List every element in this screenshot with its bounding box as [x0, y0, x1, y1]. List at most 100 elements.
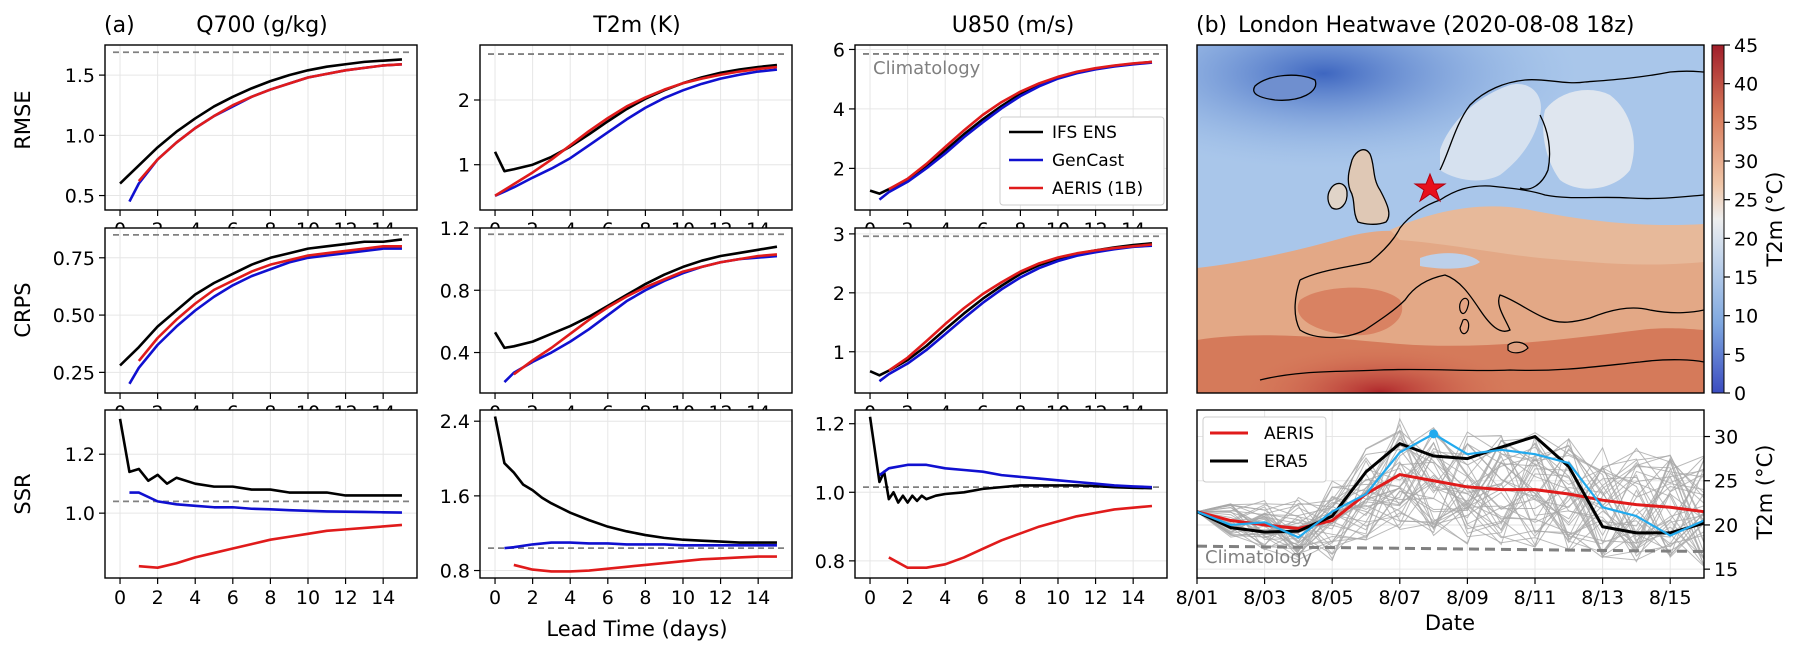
map-ireland [1327, 182, 1348, 210]
map-finland-land [1543, 90, 1634, 189]
x-tick-label: 8/11 [1514, 587, 1557, 609]
x-tick-label: 10 [1046, 587, 1070, 609]
x-tick-label: 4 [939, 587, 951, 609]
map-corsica-sardinia [1459, 297, 1470, 335]
ensemble-member-line [1196, 431, 1705, 568]
colorbar [1711, 44, 1725, 394]
series-line-aeris [494, 65, 778, 197]
plot-area [480, 228, 792, 393]
ensemble-member-line [1196, 438, 1705, 558]
map-iceland [1253, 74, 1317, 101]
series-line-aeris [513, 253, 778, 376]
axes-frame [104, 44, 418, 211]
title-t2m: T2m (K) [592, 13, 680, 38]
x-tick-label: 8/03 [1243, 587, 1286, 609]
series-line-gencast [129, 491, 402, 514]
climatology-line [1196, 544, 1705, 553]
series-line-aeris [138, 523, 403, 569]
y-tick-label: 1.0 [65, 125, 95, 147]
series-line-ifs [1196, 435, 1705, 535]
y-tick-label: 1 [833, 342, 845, 364]
y-tick-label: 0.8 [440, 280, 470, 302]
x-tick-label: 12 [333, 587, 357, 609]
x-tick-label: 10 [671, 587, 695, 609]
colorbar-tick-label: 0 [1734, 383, 1746, 405]
x-tick-label: 2 [152, 587, 164, 609]
x-tick-label: 8/01 [1176, 587, 1219, 609]
forecast-init-marker [1429, 429, 1439, 439]
title-u850: U850 (m/s) [952, 13, 1075, 38]
map-coastline-continent [1259, 185, 1704, 381]
legend-label-era5: ERA5 [1264, 452, 1308, 472]
series-line-ifs [119, 58, 403, 185]
europe-t2m-map [1197, 45, 1704, 393]
map-europe-land [1390, 206, 1704, 265]
axes-frame [104, 409, 418, 579]
y-tick-label: 1.0 [815, 482, 845, 504]
x-tick-label: 8/07 [1378, 587, 1421, 609]
x-tick-label: 6 [602, 587, 614, 609]
y-tick-label: 3 [833, 224, 845, 246]
y-tick-label: 2.4 [440, 411, 470, 433]
series-line-aeris [888, 504, 1153, 570]
y-tick-label: 20 [1714, 515, 1738, 537]
x-tick-label: 8 [1014, 587, 1026, 609]
series-line-ifs [493, 63, 778, 173]
series-line-aeris [137, 245, 402, 362]
y-tick-label: 1.2 [815, 414, 845, 436]
map-alps-cool [1420, 253, 1480, 269]
series-line-ifs [119, 238, 403, 367]
ylabel-t2m-heatwave: T2m (°C) [1753, 445, 1777, 541]
y-tick-label: 1.2 [65, 444, 95, 466]
axes-frame [854, 44, 1168, 211]
colorbar-tick-label: 15 [1734, 267, 1758, 289]
colorbar-tick-label: 10 [1734, 306, 1758, 328]
y-tick-label: 30 [1714, 427, 1738, 449]
plot-area [105, 228, 417, 393]
ensemble-member-line [1196, 461, 1705, 561]
y-tick-label: 25 [1714, 471, 1738, 493]
colorbar-tick-label: 45 [1734, 35, 1758, 57]
x-tick-label: 12 [708, 587, 732, 609]
colorbar-tick-label: 40 [1734, 74, 1758, 96]
series-line-aeris [888, 60, 1153, 191]
y-tick-label: 1 [458, 155, 470, 177]
colorbar-tick-label: 20 [1734, 228, 1758, 250]
legend-heatwave: AERIS ERA5 [1202, 416, 1327, 483]
x-tick-label: 8/15 [1649, 587, 1692, 609]
x-tick-label: 0 [489, 587, 501, 609]
colorbar-label: T2m (°C) [1763, 172, 1787, 268]
y-tick-label: 0.5 [65, 186, 95, 208]
legend-label-gencast: GenCast [1052, 151, 1125, 171]
y-tick-label: 1.0 [65, 503, 95, 525]
y-tick-label: 2 [833, 158, 845, 180]
plot-area [480, 410, 792, 578]
series-line-gencast [878, 244, 1153, 383]
y-tick-label: 4 [833, 99, 845, 121]
ylabel-crps: CRPS [11, 282, 35, 337]
x-tick-label: 2 [902, 587, 914, 609]
y-tick-label: 0.8 [440, 561, 470, 583]
series-line-gencast [128, 247, 402, 385]
colorbar-tick-label: 30 [1734, 151, 1758, 173]
ensemble-member-line [1196, 460, 1705, 560]
x-tick-label: 0 [864, 587, 876, 609]
colorbar-ticks: 0 5 10 15 20 25 30 35 40 45 [1724, 35, 1758, 405]
map-sahara-hotspot [1240, 344, 1520, 393]
x-tick-label: 8/05 [1311, 587, 1354, 609]
map-coastline-north [1439, 70, 1704, 190]
x-tick-label: 8 [264, 587, 276, 609]
x-tick-label: 6 [977, 587, 989, 609]
panel-b-label: (b) [1196, 13, 1227, 38]
y-tick-label: 1.5 [65, 65, 95, 87]
legend-models: IFS ENS GenCast AERIS (1B) [999, 116, 1165, 206]
panel-t2m-rmse: 0246810121412 [458, 44, 793, 241]
x-tick-label: 10 [296, 587, 320, 609]
title-q700: Q700 (g/kg) [196, 13, 328, 38]
legend-box [999, 116, 1165, 206]
plot-area [105, 410, 417, 578]
series-line-gencast [504, 541, 777, 550]
axes-frame [479, 44, 793, 211]
ensemble-member-line [1196, 450, 1705, 544]
